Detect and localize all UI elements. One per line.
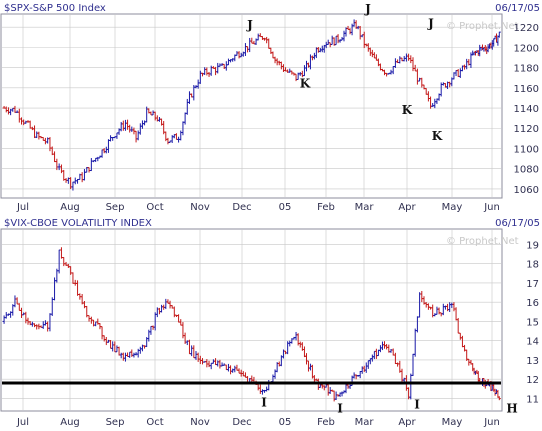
x-tick-label: Apr [398,202,416,213]
bottom-y-axis: 11 12 13 14 15 16 17 18 19 [526,240,539,405]
y-tick-label: 1180 [514,64,539,75]
top-panel-frame [0,13,503,199]
annotation-label: K [402,103,413,117]
y-tick-label: 14 [526,337,539,348]
x-tick-label: Oct [146,202,163,213]
y-tick-label: 1200 [514,43,539,54]
bottom-panel-title: $VIX-CBOE VOLATILITY INDEX [4,218,152,229]
bottom-gridlines [2,229,501,410]
y-tick-label: 16 [526,298,539,309]
x-tick-label: Sep [106,202,125,213]
y-tick-label: 11 [526,394,539,405]
top-watermark: © Prophet.Net [446,21,519,32]
top-panel-title: $SPX-S&P 500 Index [4,3,106,14]
x-tick-label: Dec [232,417,251,428]
x-tick-label: Dec [232,202,251,213]
x-tick-label: Jun [483,417,500,428]
x-tick-label: Jul [16,417,29,428]
x-tick-label: Jun [483,202,500,213]
annotation-label: I [261,396,267,410]
annotation-label: I [337,401,343,415]
x-tick-label: Mar [355,202,375,213]
y-tick-label: 1120 [514,124,539,135]
x-tick-label: Sep [106,417,125,428]
bottom-x-axis: Jul Aug Sep Oct Nov Dec 05 Feb Mar Apr May Jun [16,417,500,428]
x-tick-label: Mar [355,417,375,428]
y-tick-label: 1160 [514,84,539,95]
spx-price-bars [2,19,501,191]
top-gridlines [2,14,501,197]
x-tick-label: 05 [279,202,292,213]
top-y-axis: 1060 1080 1100 1120 1140 1160 1180 1200 1220 [514,23,539,196]
x-tick-label: Nov [190,417,210,428]
top-x-axis: Jul Aug Sep Oct Nov Dec 05 Feb Mar Apr May Jun [16,202,500,213]
top-annotations: J K J K J K [246,2,443,143]
x-tick-label: Nov [190,202,210,213]
x-tick-label: May [442,202,463,213]
top-panel-date: 06/17/05 [495,3,540,14]
y-tick-label: 1060 [514,185,539,196]
x-tick-label: Aug [60,202,80,213]
x-tick-label: Jul [16,202,29,213]
x-tick-label: Apr [398,417,416,428]
bottom-watermark: © Prophet.Net [446,236,519,247]
annotation-label: K [432,129,443,143]
annotation-label: I [414,398,420,412]
annotation-label: J [246,18,253,32]
annotation-label: J [427,16,434,30]
x-tick-label: Oct [146,417,163,428]
annotation-label: K [300,77,311,91]
x-tick-label: May [442,417,463,428]
annotation-label: J [364,2,371,16]
y-tick-label: 15 [526,317,539,328]
bottom-panel-date: 06/17/05 [495,218,540,229]
annotation-label: H [506,401,517,415]
x-tick-label: 05 [279,417,292,428]
price-bar [497,31,501,38]
y-tick-label: 1100 [514,144,539,155]
x-tick-label: Feb [317,202,335,213]
y-tick-label: 1140 [514,104,539,115]
x-tick-label: Feb [317,417,335,428]
y-tick-label: 1220 [514,23,539,34]
y-tick-label: 12 [526,375,539,386]
y-tick-label: 17 [526,279,539,290]
y-tick-label: 18 [526,260,539,271]
y-tick-label: 13 [526,356,539,367]
y-tick-label: 1080 [514,165,539,176]
x-tick-label: Aug [60,417,80,428]
y-tick-label: 19 [526,240,539,251]
price-bar [497,396,501,401]
